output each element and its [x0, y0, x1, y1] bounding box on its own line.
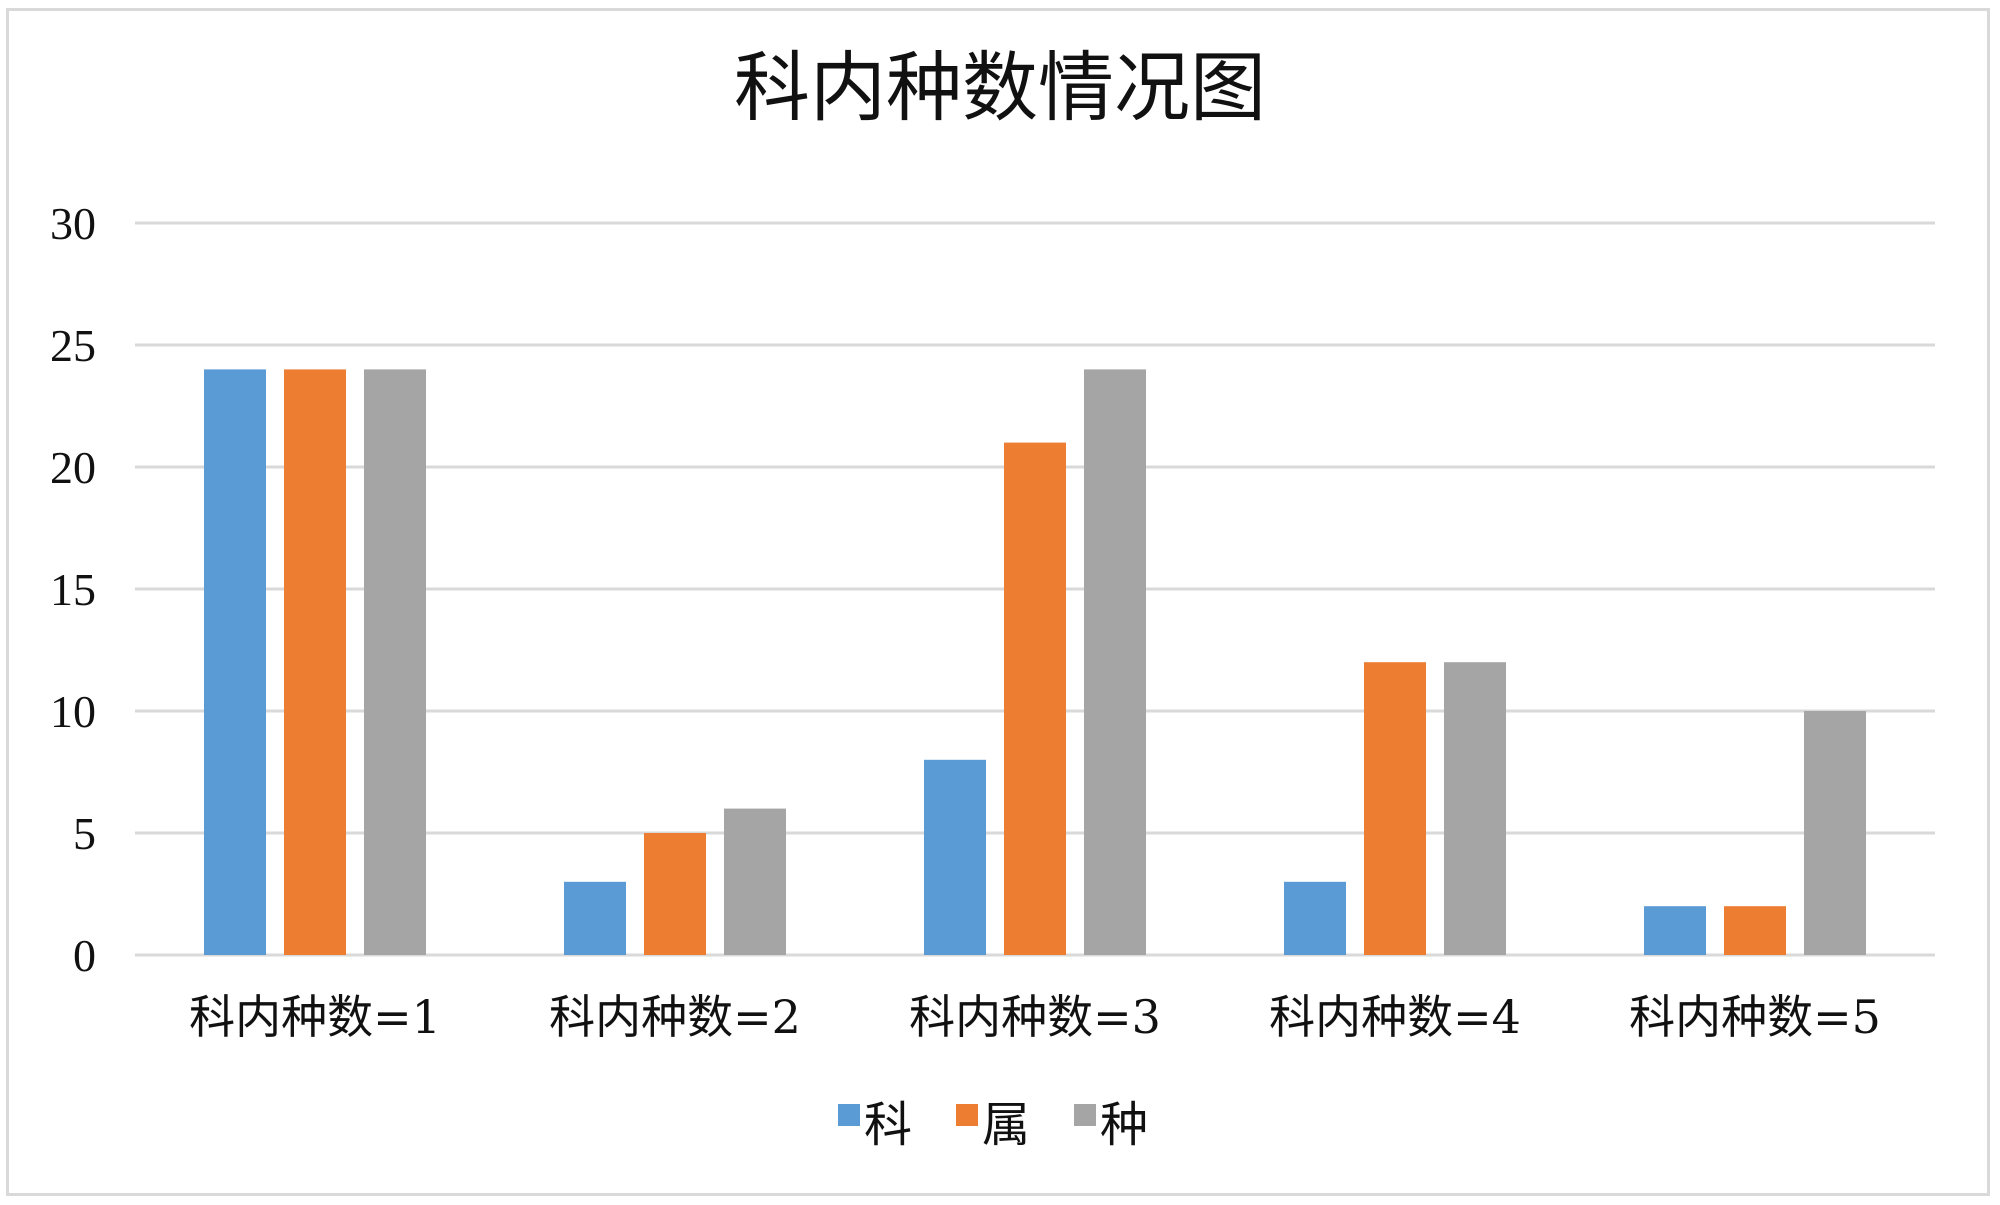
bar — [284, 369, 346, 955]
bar — [1724, 906, 1786, 955]
x-axis-labels: 科内种数=1 科内种数=2 科内种数=3 科内种数=4 科内种数=5 — [189, 990, 1881, 1044]
legend-label: 属 — [982, 1097, 1030, 1153]
y-tick-label: 0 — [73, 930, 96, 981]
y-tick-label: 30 — [50, 198, 96, 249]
y-tick-label: 15 — [50, 564, 96, 615]
bar — [924, 759, 986, 955]
bar — [1644, 906, 1706, 955]
legend-swatch — [838, 1104, 860, 1126]
x-tick-label: 科内种数=3 — [909, 990, 1161, 1044]
legend: 科属种 — [838, 1097, 1148, 1153]
y-tick-label: 20 — [50, 442, 96, 493]
x-tick-label: 科内种数=1 — [189, 990, 441, 1044]
bars — [204, 369, 1866, 956]
bar — [1804, 711, 1866, 955]
bar — [1004, 442, 1066, 956]
bar — [204, 369, 266, 955]
x-tick-label: 科内种数=5 — [1629, 990, 1881, 1044]
bar — [1364, 662, 1426, 955]
y-tick-label: 25 — [50, 320, 96, 371]
chart-title: 科内种数情况图 — [734, 43, 1266, 132]
legend-label: 种 — [1100, 1097, 1148, 1153]
y-axis-ticks: 0 5 10 15 20 25 30 — [50, 198, 96, 981]
bar — [724, 808, 786, 955]
x-tick-label: 科内种数=4 — [1269, 990, 1521, 1044]
bar — [1284, 881, 1346, 955]
legend-swatch — [1074, 1104, 1096, 1126]
bar — [564, 881, 626, 955]
x-tick-label: 科内种数=2 — [549, 990, 801, 1044]
bar — [644, 833, 706, 955]
y-tick-label: 5 — [73, 808, 96, 859]
legend-swatch — [956, 1104, 978, 1126]
legend-label: 科 — [864, 1097, 912, 1153]
y-tick-label: 10 — [50, 686, 96, 737]
bar — [364, 369, 426, 955]
bar — [1084, 369, 1146, 955]
bar — [1444, 662, 1506, 955]
